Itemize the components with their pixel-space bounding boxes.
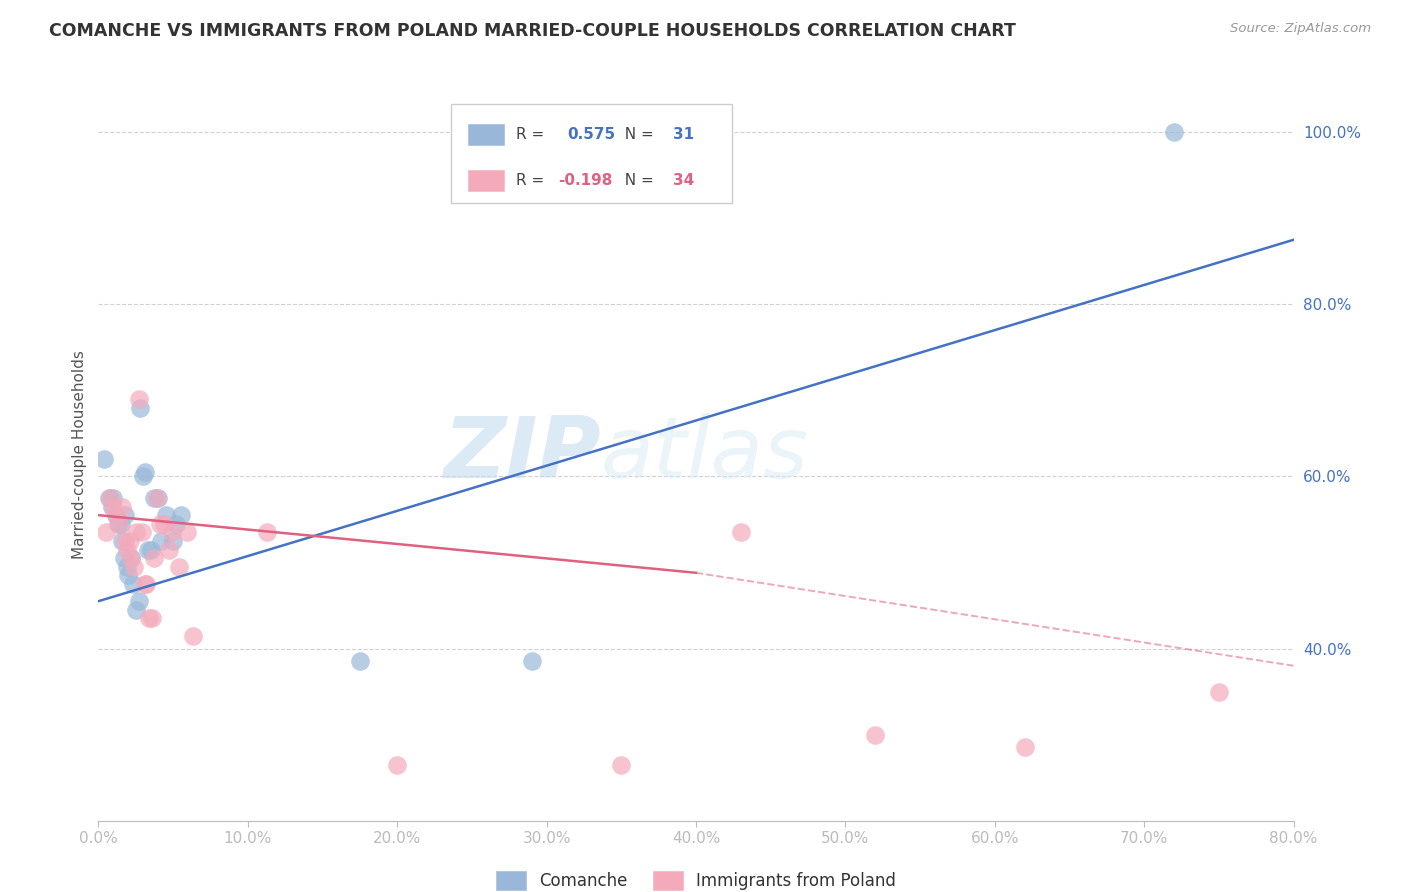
FancyBboxPatch shape: [468, 170, 503, 191]
Point: [114, 533, 136, 548]
Point: [520, 655, 543, 669]
Point: [117, 568, 139, 582]
Point: [115, 559, 138, 574]
Point: [101, 500, 124, 514]
Point: [103, 500, 125, 514]
Point: [98, 491, 122, 505]
Point: [1014, 740, 1036, 755]
Text: 0.575: 0.575: [567, 127, 614, 142]
Point: [129, 401, 152, 415]
Point: [97, 491, 120, 505]
Point: [108, 516, 131, 531]
Point: [125, 525, 148, 540]
Point: [730, 525, 752, 540]
Point: [349, 655, 371, 669]
Point: [112, 551, 135, 566]
Point: [139, 542, 162, 557]
Point: [131, 525, 153, 540]
Point: [153, 516, 176, 531]
Text: N =: N =: [614, 127, 658, 142]
Point: [134, 577, 156, 591]
Text: ZIP: ZIP: [443, 413, 600, 497]
FancyBboxPatch shape: [468, 124, 503, 145]
Point: [124, 559, 146, 574]
Point: [125, 603, 148, 617]
Legend: Comanche, Immigrants from Poland: Comanche, Immigrants from Poland: [489, 863, 903, 892]
Point: [132, 469, 155, 483]
Point: [105, 508, 128, 523]
Point: [162, 533, 184, 548]
Point: [134, 465, 156, 479]
Point: [110, 516, 132, 531]
Point: [150, 533, 173, 548]
Point: [165, 516, 187, 531]
Text: -0.198: -0.198: [558, 173, 613, 188]
Point: [256, 525, 278, 540]
Point: [1208, 684, 1230, 698]
Point: [121, 577, 143, 591]
Point: [142, 551, 165, 566]
Point: [120, 551, 142, 566]
Point: [107, 516, 129, 531]
Point: [142, 491, 165, 505]
Point: [105, 508, 128, 523]
Text: 34: 34: [673, 173, 695, 188]
Point: [118, 533, 141, 548]
Text: R =: R =: [516, 127, 548, 142]
Point: [181, 629, 204, 643]
Point: [385, 757, 409, 772]
Point: [141, 611, 163, 625]
Point: [610, 757, 633, 772]
Point: [865, 728, 887, 742]
FancyBboxPatch shape: [451, 103, 733, 202]
Point: [114, 508, 136, 523]
Point: [1163, 125, 1185, 139]
Point: [128, 594, 150, 608]
Point: [157, 542, 180, 557]
Point: [148, 491, 170, 505]
Point: [111, 500, 134, 514]
Point: [167, 559, 190, 574]
Point: [115, 542, 138, 557]
Point: [176, 525, 198, 540]
Y-axis label: Married-couple Households: Married-couple Households: [72, 351, 87, 559]
Point: [138, 611, 160, 625]
Point: [155, 508, 177, 523]
Text: 31: 31: [673, 127, 695, 142]
Text: Source: ZipAtlas.com: Source: ZipAtlas.com: [1230, 22, 1371, 36]
Point: [136, 542, 159, 557]
Point: [128, 392, 150, 406]
Text: atlas: atlas: [600, 413, 808, 497]
Point: [93, 452, 115, 467]
Text: N =: N =: [614, 173, 658, 188]
Point: [160, 525, 183, 540]
Point: [111, 533, 134, 548]
Point: [94, 525, 117, 540]
Point: [145, 491, 167, 505]
Text: COMANCHE VS IMMIGRANTS FROM POLAND MARRIED-COUPLE HOUSEHOLDS CORRELATION CHART: COMANCHE VS IMMIGRANTS FROM POLAND MARRI…: [49, 22, 1017, 40]
Point: [120, 551, 142, 566]
Point: [135, 577, 157, 591]
Text: R =: R =: [516, 173, 548, 188]
Point: [149, 516, 172, 531]
Point: [103, 491, 125, 505]
Point: [169, 508, 191, 523]
